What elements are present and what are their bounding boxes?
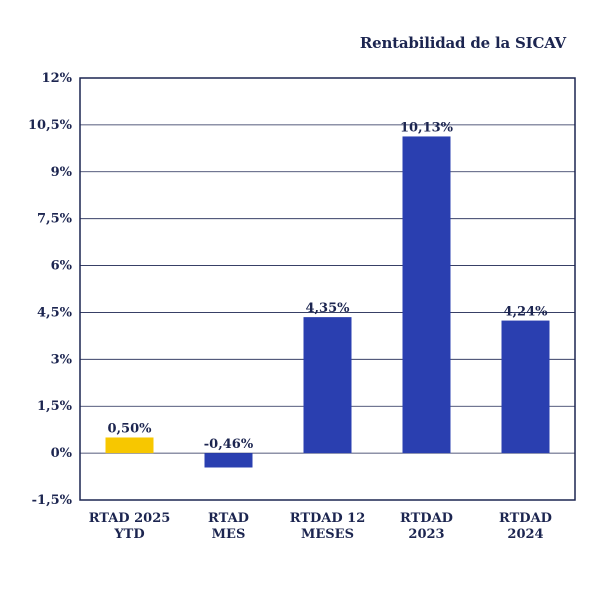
y-tick-label: 3%	[51, 352, 73, 367]
x-category-label: YTD	[113, 527, 144, 542]
y-tick-label: 10,5%	[28, 118, 73, 133]
x-category-label: MES	[212, 527, 246, 542]
x-category-label: RTDAD	[499, 511, 552, 526]
data-label: 0,50%	[107, 421, 152, 436]
y-tick-label: 7,5%	[37, 212, 73, 227]
x-category-label: MESES	[301, 527, 354, 542]
bar	[303, 317, 352, 454]
bar	[204, 453, 253, 468]
data-label: 4,35%	[305, 301, 350, 316]
plot-frame	[79, 77, 576, 501]
chart-title: Rentabilidad de la SICAV	[359, 34, 566, 52]
data-label: -0,46%	[204, 437, 254, 452]
y-tick-label: 9%	[51, 165, 73, 180]
data-label: 4,24%	[503, 305, 548, 320]
data-label: 10,13%	[400, 120, 454, 135]
x-category-label: RTDAD	[400, 511, 453, 526]
y-tick-label: -1,5%	[32, 493, 73, 508]
y-tick-label: 0%	[51, 446, 73, 461]
x-category-label: 2023	[408, 527, 444, 542]
bar	[501, 320, 550, 454]
x-category-label: RTDAD 12	[290, 511, 366, 526]
y-tick-label: 6%	[51, 259, 73, 274]
bar	[105, 437, 154, 454]
bar	[402, 136, 451, 454]
x-category-label: RTAD	[208, 511, 249, 526]
x-category-label: 2024	[507, 527, 543, 542]
y-tick-label: 4,5%	[37, 305, 73, 320]
x-category-label: RTAD 2025	[89, 511, 171, 526]
y-tick-label: 12%	[42, 71, 73, 86]
y-tick-label: 1,5%	[37, 399, 73, 414]
